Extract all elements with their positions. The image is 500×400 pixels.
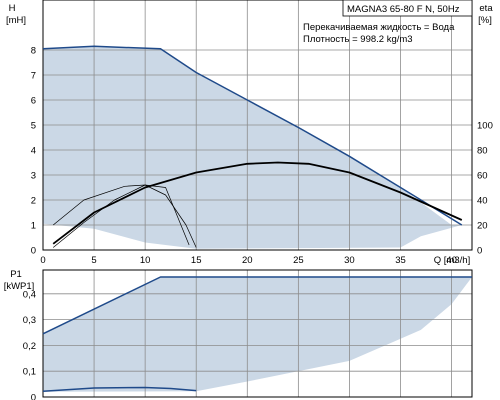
y2-tick-label: 80 [477,146,488,157]
power-curve-2 [42,386,197,393]
power-chart: 0 0,1 0,2 0,3 0,4P1[kWP1] [4,269,473,400]
y2-axis-label: eta [479,3,493,14]
x-tick-label: 15 [191,255,202,266]
x-axis-unit: Q [m3/h] [434,255,470,266]
y-tick-label: 8 [31,46,36,57]
y-tick-label: 3 [31,171,36,182]
head-operating-area [43,46,462,249]
y-tick-label: 2 [31,196,36,207]
y-axis-label: H [9,3,16,14]
y-tick-label: 4 [31,146,36,157]
curve-1 [42,45,463,226]
y2-tick-label: 0 [477,246,482,257]
fluid-annotation: Плотность = 998.2 kg/m3 [303,34,413,45]
plot-frame [42,0,473,251]
y-tick-label: 5 [31,121,36,132]
y-axis-label: P1 [10,269,22,280]
y2-axis-unit: [%] [478,15,492,26]
x-tick-label: 35 [395,255,406,266]
x-tick-label: 5 [91,255,96,266]
x-tick-label: 40 [446,255,457,266]
y-tick-label: 6 [31,96,36,107]
y-axis-unit: [kWP1] [4,281,35,292]
x-tick-label: 20 [242,255,253,266]
x-tick-label: 25 [293,255,304,266]
fluid-annotation: Перекачиваемая жидкость = Вода [303,22,455,33]
y-tick-label: 0,1 [23,367,36,378]
x-tick-label: 0 [40,255,45,266]
y-tick-label: 0 [31,246,36,257]
power-curve-1 [42,276,472,335]
model-title-box [342,0,473,17]
y-tick-label: 0 [31,393,36,400]
y2-tick-label: 40 [477,196,488,207]
model-title: MAGNA3 65-80 F N, 50Hz [347,4,460,15]
power-operating-area [43,277,472,392]
x-tick-label: 10 [140,255,151,266]
y2-tick-label: 100 [477,121,493,132]
curve-4 [52,184,190,248]
y-tick-label: 7 [31,71,36,82]
y-axis-unit: [mH] [6,15,26,26]
curve-2 [52,161,463,245]
y-tick-label: 0,3 [23,315,36,326]
y-tick-label: 0,4 [23,289,36,300]
y-tick-label: 1 [31,221,36,232]
y-tick-label: 0,2 [23,341,36,352]
y2-tick-label: 20 [477,221,488,232]
x-tick-label: 30 [344,255,355,266]
y2-tick-label: 60 [477,171,488,182]
